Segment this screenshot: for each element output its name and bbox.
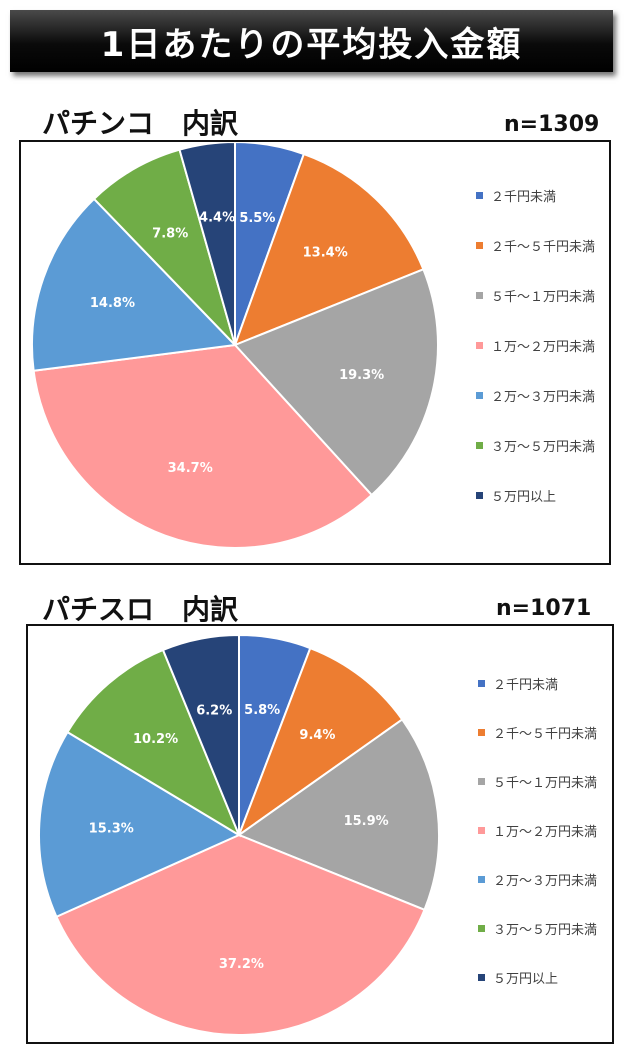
legend-item: ２千円未満 [476,186,556,205]
legend-label: ２万～３万円未満 [491,390,596,405]
legend-swatch [476,392,483,399]
legend-label: １万～２万円未満 [491,340,596,355]
data-label: 4.4% [199,210,235,225]
sample-size-pachislot: n=1071 [496,596,592,621]
legend-item: ２万～３万円未満 [478,870,597,889]
legend-label: ５千～１万円未満 [493,776,598,791]
data-label: 14.8% [90,296,135,311]
data-label: 37.2% [219,957,264,972]
pie-slice [236,646,404,838]
data-label: 7.8% [152,226,188,241]
legend-label: ２千～５千円未満 [491,240,596,255]
legend-item: ２千円未満 [478,674,558,693]
legend-item: ５千～１万円未満 [476,286,595,305]
legend-swatch [476,492,483,499]
legend-swatch [478,876,485,883]
data-label: 19.3% [339,368,384,383]
legend-item: １万～２万円未満 [478,821,597,840]
data-label: 15.9% [344,814,389,829]
legend-swatch [476,192,483,199]
pie-slice [31,197,238,372]
title-banner: 1日あたりの平均投入金額 [10,10,613,72]
legend-label: ３万～５万円未満 [491,440,596,455]
legend-label: ５千～１万円未満 [491,290,596,305]
legend-item: ３万～５万円未満 [478,919,597,938]
sample-size-pachinko: n=1309 [504,112,600,137]
legend-label: ３万～５万円未満 [493,923,598,938]
legend-item: ３万～５万円未満 [476,436,595,455]
legend-label: ２千円未満 [491,190,557,205]
pie-slice [233,152,425,347]
legend-item: ２千～５千円未満 [478,723,597,742]
legend-swatch [478,827,485,834]
data-label: 10.2% [133,732,178,747]
data-label: 34.7% [168,461,213,476]
section-title-pachinko: パチンコ 内訳 [42,107,239,140]
pie-slice [66,648,242,838]
pie-slice [38,730,242,919]
pie-slice [55,833,426,1036]
legend-swatch [478,974,485,981]
legend-swatch [476,342,483,349]
legend-label: ２万～３万円未満 [493,874,598,889]
pie-chart-pachinko: 5.5% 13.4% 19.3% 34.7% 14.8% 7.8% 4.4% [31,142,439,549]
legend-item: ２千～５千円未満 [476,236,595,255]
data-label: 6.2% [196,703,232,718]
data-label: 9.4% [299,728,335,743]
legend-swatch [476,442,483,449]
chart-frame-pachislot: 5.8% 9.4% 15.9% 37.2% 15.3% 10.2% 6.2% ２千円未満 ２千… [26,624,614,1044]
legend-label: ２千～５千円未満 [493,727,598,742]
pie-slice [178,142,236,346]
legend-swatch [476,292,483,299]
legend-swatch [476,242,483,249]
pie-slice [236,718,440,912]
pie-slice [233,268,439,497]
legend-swatch [478,729,485,736]
pie-slice [32,343,374,549]
legend-swatch [478,925,485,932]
legend-item: ５万円以上 [476,486,556,505]
legend-label: ５万円以上 [491,490,557,505]
pie-chart-pachislot: 5.8% 9.4% 15.9% 37.2% 15.3% 10.2% 6.2% [38,633,440,1036]
legend-label: ２千円未満 [493,678,559,693]
legend-swatch [478,778,485,785]
data-label: 13.4% [303,245,348,260]
legend-item: ５万円以上 [478,968,558,987]
page-title: 1日あたりの平均投入金額 [100,24,523,65]
legend-item: ２万～３万円未満 [476,386,595,405]
pie-slice [161,633,240,836]
data-label: 15.3% [89,821,134,836]
legend-item: ５千～１万円未満 [478,772,597,791]
section-title-pachislot: パチスロ 内訳 [42,593,239,626]
legend-item: １万～２万円未満 [476,336,595,355]
data-label: 5.8% [244,703,280,718]
pie-slice [92,148,236,346]
data-label: 5.5% [239,211,275,226]
legend-label: ５万円以上 [493,972,559,987]
legend-label: １万～２万円未満 [493,825,598,840]
chart-frame-pachinko: 5.5% 13.4% 19.3% 34.7% 14.8% 7.8% 4.4% ２千円未満 ２千… [19,140,611,565]
legend-swatch [478,680,485,687]
